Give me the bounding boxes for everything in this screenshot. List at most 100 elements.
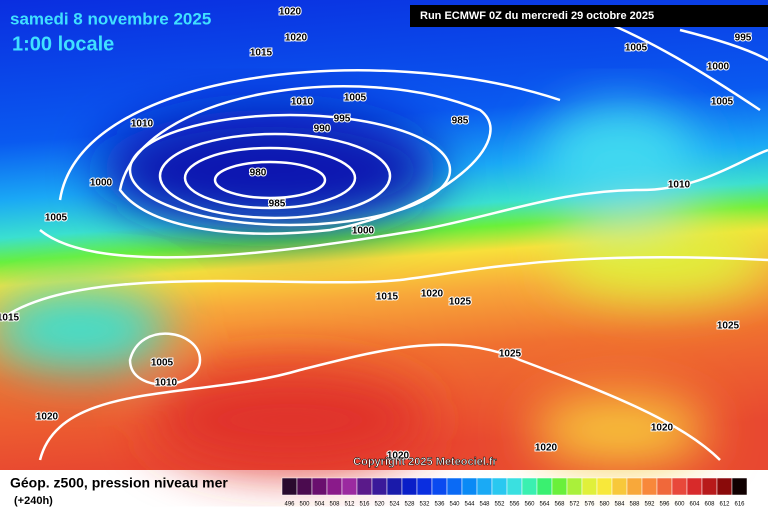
scale-swatch [311,477,328,496]
scale-swatch [281,477,298,496]
scale-label: 588 [629,502,640,508]
isobar-label: 1015 [250,48,273,59]
scale-label: 520 [374,502,385,508]
isobar-label: 1005 [344,93,367,104]
scale-swatch [521,477,538,496]
run-info: Run ECMWF 0Z du mercredi 29 octobre 2025 [420,10,654,22]
scale-label: 548 [479,502,490,508]
scale-label: 516 [359,502,370,508]
isobar-label: 1005 [625,43,648,54]
scale-label: 564 [539,502,550,508]
scale-label: 616 [734,502,745,508]
scale-label: 504 [314,502,325,508]
isobar-label: 1020 [651,423,674,434]
scale-swatch [656,477,673,496]
scale-swatch [566,477,583,496]
scale-swatch [596,477,613,496]
scale-swatch [461,477,478,496]
isobar-label: 1015 [0,313,20,324]
isobar-label: 1025 [717,321,740,332]
scale-swatch [356,477,373,496]
color-scale: 496 500 504 508 512 516 520 524 528 532 536 540 544 5… [281,477,748,508]
isobar-label: 1025 [449,297,472,308]
scale-label: 508 [329,502,340,508]
forecast-time: 1:00 locale [12,33,114,55]
isobar-label: 1025 [499,349,522,360]
scale-label: 532 [419,502,430,508]
scale-swatch [626,477,643,496]
header: samedi 8 novembre 2025 1:00 locale Run E… [10,5,768,55]
scale-label: 544 [464,502,475,508]
scale-swatch [326,477,343,496]
isobar-label: 1000 [707,62,730,73]
scale-swatch [476,477,493,496]
scale-label: 608 [704,502,715,508]
copyright: Copyright 2025 Meteociel.fr [353,456,497,468]
scale-label: 612 [719,502,730,508]
isobar-label: 1020 [36,412,59,423]
scale-label: 592 [644,502,655,508]
footer: Géop. z500, pression niveau mer (+240h) [10,475,228,507]
scale-label: 596 [659,502,670,508]
scale-label: 496 [284,502,295,508]
scale-swatch [341,477,358,496]
run-box [410,5,768,27]
isobar-label: 1010 [131,119,154,130]
scale-label: 576 [584,502,595,508]
isobar-label: 995 [334,114,351,125]
isobar-label: 1010 [155,378,178,389]
isobar-label: 1005 [711,97,734,108]
isobar-label: 985 [452,116,469,127]
isobar-label: 980 [250,168,267,179]
scale-swatch [671,477,688,496]
scale-label: 556 [509,502,520,508]
scale-swatch [386,477,403,496]
scale-swatch [536,477,553,496]
scale-swatch [641,477,658,496]
isobar-label: 995 [735,33,752,44]
scale-label: 536 [434,502,445,508]
isobar-label: 1020 [279,7,302,18]
scale-label: 580 [599,502,610,508]
map-background [0,0,768,470]
scale-swatch [446,477,463,496]
scale-label: 560 [524,502,535,508]
isobar-label: 1005 [45,213,68,224]
scale-swatch [611,477,628,496]
scale-swatch [716,477,733,496]
scale-swatch [431,477,448,496]
scale-label: 512 [344,502,355,508]
scale-swatch [686,477,703,496]
isobar-label: 1020 [387,451,410,462]
scale-label: 572 [569,502,580,508]
scale-swatch [491,477,508,496]
footer-lead: (+240h) [14,495,53,507]
scale-swatch [506,477,523,496]
scale-swatch [416,477,433,496]
scale-label: 524 [389,502,400,508]
isobar-label: 985 [269,199,286,210]
isobar-label: 1020 [421,289,444,300]
scale-swatch [581,477,598,496]
scale-label: 604 [689,502,700,508]
isobar-label: 1000 [352,226,375,237]
isobar-label: 1015 [376,292,399,303]
isobar-label: 1020 [535,443,558,454]
scale-label: 540 [449,502,460,508]
isobar-label: 1010 [291,97,314,108]
isobars [0,18,768,461]
scale-label: 552 [494,502,505,508]
scale-swatch [551,477,568,496]
scale-label: 584 [614,502,625,508]
isobar-label: 1010 [668,180,691,191]
isobar-label: 1000 [90,178,113,189]
scale-swatch [296,477,313,496]
scale-swatch [731,477,748,496]
isobar-label: 990 [314,124,331,135]
isobar-label: 1005 [151,358,174,369]
isobar-label: 1020 [285,33,308,44]
footer-title: Géop. z500, pression niveau mer [10,475,228,491]
scale-swatch [401,477,418,496]
